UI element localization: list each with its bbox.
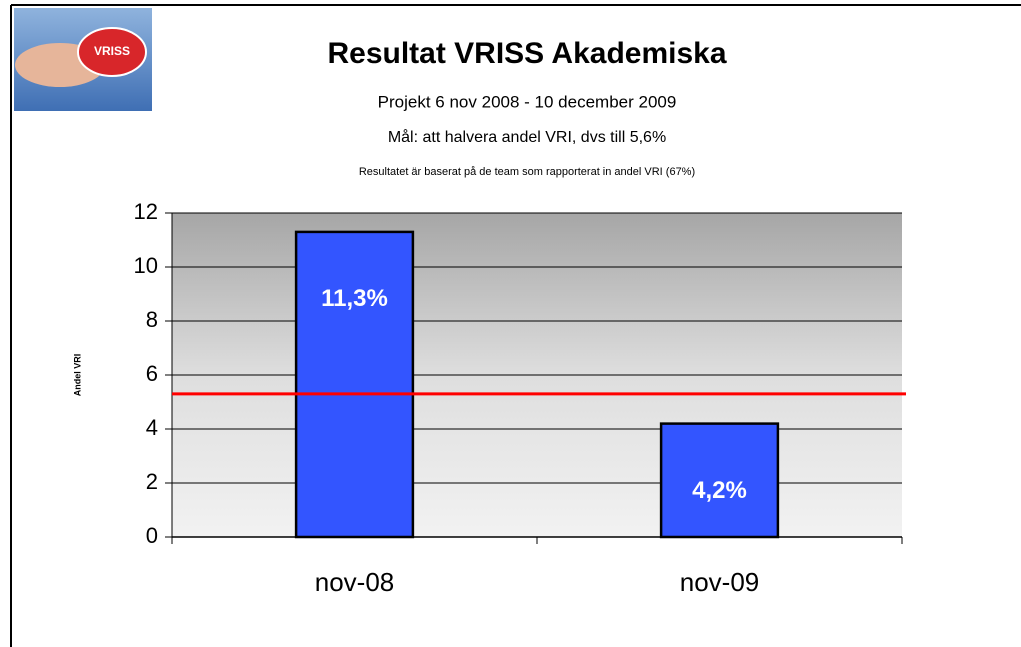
data-label: 4,2% — [692, 477, 747, 504]
subtitle: Projekt 6 nov 2008 - 10 december 2009 — [378, 92, 677, 111]
data-label: 11,3% — [321, 285, 388, 312]
logo: VRISS — [14, 8, 152, 111]
bar — [659, 422, 780, 539]
y-tick-label: 6 — [146, 361, 158, 386]
chart-title: Resultat VRISS Akademiska — [327, 37, 726, 70]
y-tick-label: 2 — [146, 469, 158, 494]
y-tick-label: 4 — [146, 415, 158, 440]
x-tick-label: nov-08 — [315, 567, 395, 597]
logo-text: VRISS — [94, 44, 130, 58]
y-tick-label: 0 — [146, 523, 158, 548]
y-tick-label: 12 — [134, 199, 158, 224]
goal-text: Mål: att halvera andel VRI, dvs till 5,6… — [388, 128, 666, 146]
y-tick-label: 8 — [146, 307, 158, 332]
x-tick-label: nov-09 — [680, 567, 760, 597]
bar — [294, 230, 415, 539]
y-axis-label: Andel VRI — [72, 354, 82, 397]
y-tick-label: 10 — [134, 253, 158, 278]
note: Resultatet är baserat på de team som rap… — [359, 166, 695, 178]
